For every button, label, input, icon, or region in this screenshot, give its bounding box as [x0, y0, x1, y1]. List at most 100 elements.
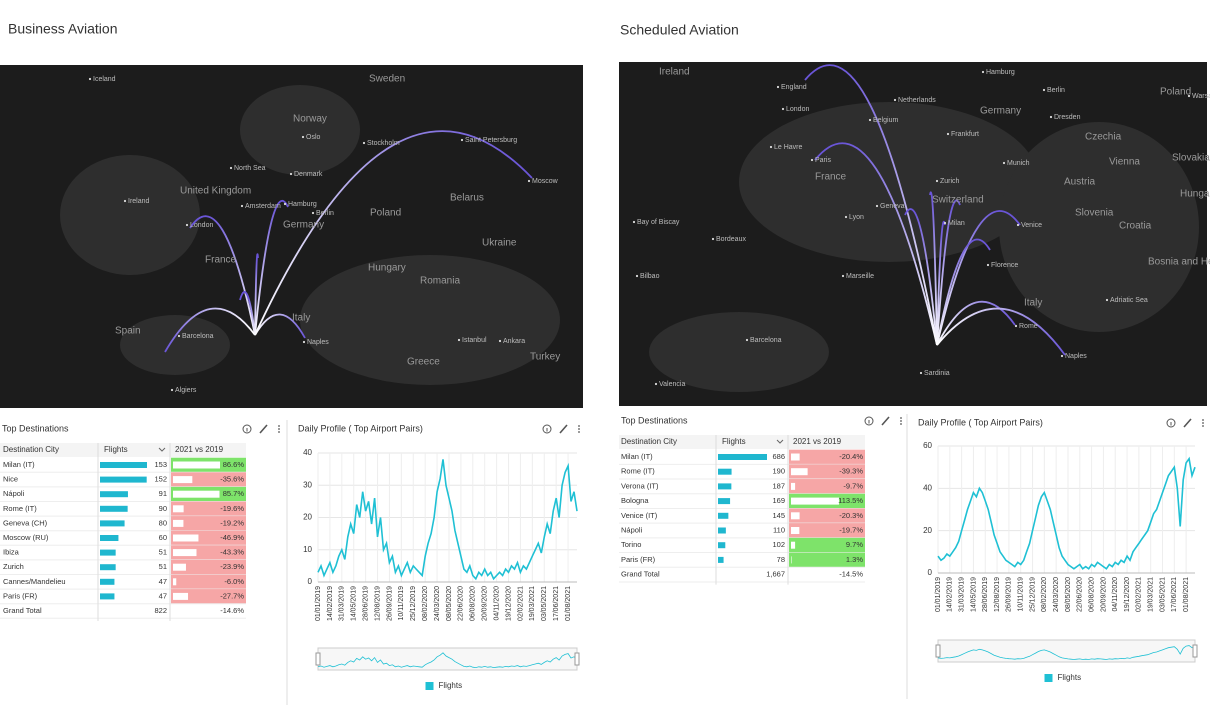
x-tick-label: 08/02/2020 [1041, 577, 1048, 612]
menu-dot [578, 425, 580, 427]
map-label: Marseille [846, 273, 874, 280]
map-label: Milan [948, 220, 965, 227]
menu-dot [1202, 422, 1204, 424]
map-label: United Kingdom [180, 186, 251, 197]
map-label: Frankfurt [951, 131, 979, 138]
map-label: Austria [1064, 177, 1096, 188]
change-bar [173, 461, 220, 469]
map-label: Netherlands [898, 97, 936, 104]
navigator-handle [315, 652, 321, 666]
chart-title: Daily Profile ( Top Airport Pairs) [298, 423, 423, 433]
map-label: Istanbul [462, 337, 487, 344]
map-label: Geneva [880, 203, 905, 210]
change-cell [171, 516, 246, 531]
map-label: Florence [991, 262, 1018, 269]
city-dot [457, 338, 461, 342]
map-label: Ukraine [482, 238, 517, 249]
city-dot [1060, 354, 1064, 358]
flights-bar [718, 556, 724, 563]
flights: 60 [159, 533, 167, 542]
change: 9.7% [846, 540, 863, 549]
change-bar [173, 563, 186, 571]
map-label: Barcelona [182, 333, 214, 340]
change-cell [789, 523, 865, 538]
menu-dot [278, 425, 280, 427]
change-bar [173, 592, 189, 600]
map-label: Italy [1024, 298, 1042, 309]
city-dot [986, 263, 990, 267]
flights: 169 [772, 496, 785, 505]
change-cell [171, 559, 246, 575]
map-label: Sweden [369, 74, 405, 85]
city-dot [123, 199, 127, 203]
city: Milan (IT) [621, 452, 653, 461]
flights: 153 [154, 460, 167, 469]
city-dot [919, 371, 923, 375]
panel-title: Business Aviation [8, 21, 117, 37]
map-label: England [781, 84, 807, 91]
y-tick-label: 40 [923, 483, 932, 492]
city: Milan (IT) [3, 460, 35, 469]
city-dot [283, 202, 287, 206]
city-dot [711, 237, 715, 241]
map-label: Paris [815, 157, 831, 164]
city: Rome (IT) [3, 504, 37, 513]
city: Nápoli [3, 489, 25, 498]
city-dot [362, 141, 366, 145]
x-tick-label: 01/08/2021 [1183, 577, 1190, 612]
edit-icon [559, 424, 568, 434]
flights-bar [100, 564, 116, 571]
city: Grand Total [621, 570, 660, 579]
sort-arrow [776, 439, 784, 444]
menu-dot [900, 417, 902, 419]
city: Grand Total [3, 606, 42, 615]
map-label: Greece [407, 357, 440, 368]
menu-dot [1202, 419, 1204, 421]
city: Torino [621, 540, 641, 549]
change: -14.5% [839, 570, 863, 579]
y-tick-label: 20 [303, 513, 312, 522]
x-tick-label: 28/06/2019 [362, 586, 369, 621]
column-header: 2021 vs 2019 [793, 437, 842, 446]
land [999, 122, 1199, 332]
map-label: Oslo [306, 134, 321, 141]
x-tick-label: 01/01/2019 [315, 586, 322, 621]
legend-label: Flights [1058, 673, 1082, 682]
x-tick-label: 24/03/2020 [434, 586, 441, 621]
series-line [937, 456, 1196, 570]
city-dot [875, 204, 879, 208]
navigator-line [937, 645, 1196, 660]
change-cell [789, 464, 865, 480]
city-dot [844, 215, 848, 219]
flights-bar [718, 483, 732, 490]
flights: 110 [773, 525, 785, 534]
info-icon [242, 424, 252, 434]
info-icon [1166, 418, 1176, 428]
change: -19.2% [220, 518, 244, 527]
change-bar [173, 578, 177, 586]
change: -19.6% [220, 504, 244, 513]
city: Cannes/Mandelieu [3, 577, 66, 586]
map-label: Barcelona [750, 337, 782, 344]
legend-swatch [1044, 674, 1053, 682]
city-dot [635, 274, 639, 278]
change-bar [173, 549, 197, 557]
city-dot [868, 118, 872, 122]
flight-arc [936, 307, 1066, 356]
map-label: Poland [370, 208, 401, 219]
sort-arrow [158, 447, 166, 452]
map-label: Warsaw [1192, 93, 1210, 100]
flights: 51 [159, 562, 167, 571]
map-label: Poland [1160, 87, 1191, 98]
map-label: Germany [980, 106, 1021, 117]
edit-icon [1183, 418, 1192, 428]
header-row [619, 435, 865, 449]
change: 113.5% [838, 496, 863, 505]
change-cell [789, 552, 865, 568]
column-header: Destination City [621, 437, 677, 446]
city: Venice (IT) [621, 511, 658, 520]
column-header: Flights [104, 445, 128, 454]
change: -19.7% [839, 525, 863, 534]
map-label: Algiers [175, 387, 197, 394]
flight-arc [239, 291, 256, 336]
